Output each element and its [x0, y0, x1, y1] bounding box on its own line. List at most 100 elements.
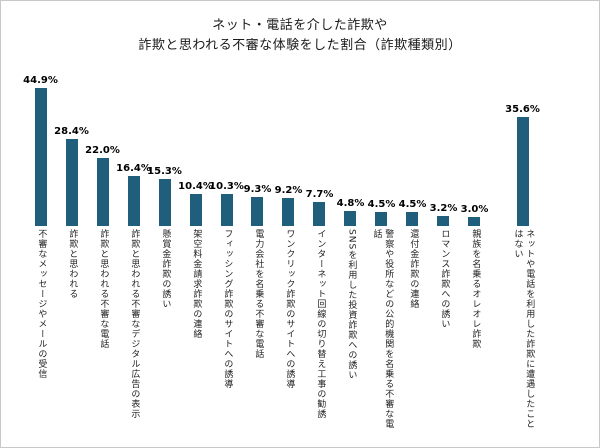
bar: [251, 197, 264, 227]
bar-area: 22.0%: [85, 60, 120, 227]
bar-label-area: 還付金詐欺の連絡: [407, 229, 419, 441]
bar-value-label: 4.5%: [367, 199, 396, 211]
bar-category-label: 詐欺と思われる不審な電話: [98, 229, 109, 350]
bar-value-label: 7.7%: [305, 189, 334, 201]
bar-group: 9.3% 電力会社を名乗る不審な電話: [242, 60, 273, 441]
bar-group: 3.2% ロマンス詐欺への誘い: [428, 60, 459, 441]
bar: [158, 179, 171, 227]
bar-value-label: 28.4%: [54, 126, 89, 138]
bar-value-label: 9.2%: [274, 185, 303, 197]
bar: [344, 211, 357, 227]
bar-chart: 44.9% 不審なメッセージやメールの受信 28.4% 詐欺と思われる 22.0…: [1, 60, 599, 441]
bar-label-area: ネットや電話を利用した詐欺に遭遇したことはない: [511, 229, 535, 441]
bar: [468, 217, 481, 227]
bar: [282, 198, 295, 227]
bar-area: 4.8%: [336, 60, 365, 227]
bar-area: 10.4%: [178, 60, 213, 227]
bar-group: 15.3% 懸賞金詐欺の誘い: [147, 60, 182, 441]
bar-value-label: 44.9%: [23, 75, 58, 87]
bar-value-label: 10.4%: [178, 181, 213, 193]
bar: [516, 117, 529, 227]
bar-label-area: ワンクリック詐欺のサイトへの誘導: [283, 229, 295, 441]
bar-area: 10.3%: [209, 60, 244, 227]
bar-group: 7.7% インターネット回線の切り替え工事の勧誘: [304, 60, 335, 441]
bar: [406, 212, 419, 227]
bar-area: 44.9%: [23, 60, 58, 227]
bar-area: 35.6%: [505, 60, 540, 227]
bar: [220, 194, 233, 227]
bar: [375, 212, 388, 227]
bar-label-area: 懸賞金詐欺の誘い: [159, 229, 171, 441]
bar-label-area: SNSを利用した投資詐欺への誘い: [345, 229, 357, 441]
bar-category-label: 不審なメッセージやメールの受信: [36, 229, 47, 380]
bar-label-area: 警察や役所などの公的機関を名乗る不審な電話: [370, 229, 394, 441]
bar-category-label: インターネット回線の切り替え工事の勧誘: [315, 229, 326, 420]
bar-group: 28.4% 詐欺と思われる: [54, 60, 89, 441]
bar-area: 16.4%: [116, 60, 151, 227]
bar-label-area: フィッシング詐欺のサイトへの誘導: [221, 229, 233, 441]
bar-value-label: 4.5%: [398, 199, 427, 211]
bar: [34, 88, 47, 227]
bar-area: 4.5%: [367, 60, 396, 227]
bar: [437, 216, 450, 227]
bar-category-label: 懸賞金詐欺の誘い: [160, 229, 171, 310]
bar-label-area: ロマンス詐欺への誘い: [438, 229, 450, 441]
bar-area: 3.0%: [460, 60, 489, 227]
bar-category-label: 詐欺と思われる不審なデジタル広告の表示: [129, 229, 140, 420]
bar: [65, 139, 78, 227]
bar-group: 10.3% フィッシング詐欺のサイトへの誘導: [209, 60, 244, 441]
bar-label-area: 詐欺と思われる不審なデジタル広告の表示: [128, 229, 140, 441]
bar-group: 4.5% 警察や役所などの公的機関を名乗る不審な電話: [366, 60, 397, 441]
bar-category-label: 親族を名乗るオレオレ詐欺: [470, 229, 481, 350]
bar: [127, 176, 140, 227]
bar-value-label: 15.3%: [147, 166, 182, 178]
bar-value-label: 3.0%: [460, 204, 489, 216]
bar-label-area: 架空料金請求詐欺の連絡: [190, 229, 202, 441]
bar-group: 35.6% ネットや電話を利用した詐欺に遭遇したことはない: [505, 60, 540, 441]
bar-category-label: ワンクリック詐欺のサイトへの誘導: [284, 229, 295, 390]
bar: [313, 202, 326, 227]
bar-area: 28.4%: [54, 60, 89, 227]
bar-category-label: 還付金詐欺の連絡: [408, 229, 419, 310]
bar-value-label: 3.2%: [429, 203, 458, 215]
bar-label-area: 詐欺と思われる不審な電話: [97, 229, 109, 441]
bar-area: 9.2%: [274, 60, 303, 227]
bar-group: 22.0% 詐欺と思われる不審な電話: [85, 60, 120, 441]
bar-value-label: 4.8%: [336, 198, 365, 210]
bar-group: 4.5% 還付金詐欺の連絡: [397, 60, 428, 441]
bar-category-label: ネットや電話を利用した詐欺に遭遇したことはない: [512, 229, 535, 430]
bar-area: 15.3%: [147, 60, 182, 227]
bar-category-label: SNSを利用した投資詐欺への誘い: [346, 229, 357, 381]
bar-group: 4.8% SNSを利用した投資詐欺への誘い: [335, 60, 366, 441]
bar-category-label: 架空料金請求詐欺の連絡: [191, 229, 202, 340]
chart-title-line2: 詐欺と思われる不審な体験をした割合（詐欺種類別）: [138, 38, 462, 54]
bar-category-label: 警察や役所などの公的機関を名乗る不審な電話: [371, 229, 394, 430]
bar-label-area: 電力会社を名乗る不審な電話: [252, 229, 264, 441]
bar-area: 7.7%: [305, 60, 334, 227]
bar-area: 3.2%: [429, 60, 458, 227]
bar-group: 10.4% 架空料金請求詐欺の連絡: [178, 60, 213, 441]
bar-label-area: インターネット回線の切り替え工事の勧誘: [314, 229, 326, 441]
bar-area: 9.3%: [243, 60, 272, 227]
bar-label-area: 親族を名乗るオレオレ詐欺: [469, 229, 481, 441]
bar-label-area: 詐欺と思われる: [66, 229, 78, 441]
bar-group: 9.2% ワンクリック詐欺のサイトへの誘導: [273, 60, 304, 441]
bar-value-label: 16.4%: [116, 163, 151, 175]
bar-area: 4.5%: [398, 60, 427, 227]
bar: [189, 194, 202, 227]
bar-value-label: 9.3%: [243, 184, 272, 196]
bar-category-label: フィッシング詐欺のサイトへの誘導: [222, 229, 233, 390]
chart-title: ネット・電話を介した詐欺や 詐欺と思われる不審な体験をした割合（詐欺種類別）: [1, 1, 599, 56]
bar-category-label: ロマンス詐欺への誘い: [439, 229, 450, 330]
chart-title-line1: ネット・電話を介した詐欺や: [212, 18, 388, 33]
bar-value-label: 10.3%: [209, 181, 244, 193]
bar-value-label: 35.6%: [505, 104, 540, 116]
bar: [96, 158, 109, 227]
bar-category-label: 電力会社を名乗る不審な電話: [253, 229, 264, 360]
bar-value-label: 22.0%: [85, 145, 120, 157]
bar-group: 44.9% 不審なメッセージやメールの受信: [23, 60, 58, 441]
bar-group: 3.0% 親族を名乗るオレオレ詐欺: [459, 60, 490, 441]
bar-category-label: 詐欺と思われる: [67, 229, 78, 300]
bar-group: 16.4% 詐欺と思われる不審なデジタル広告の表示: [116, 60, 151, 441]
